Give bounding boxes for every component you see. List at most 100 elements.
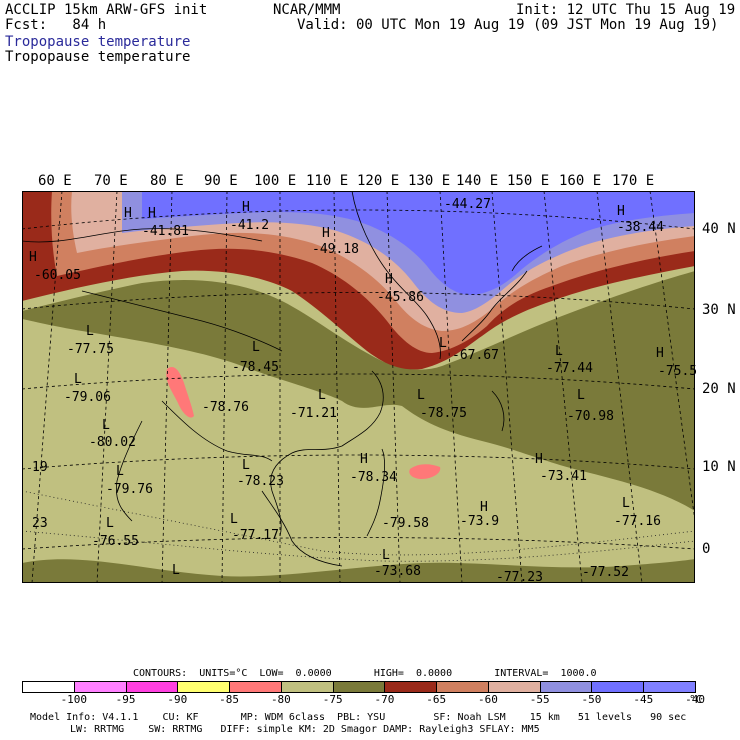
value-label: -77.16 [614,514,661,529]
value-label: -44.27 [444,197,491,212]
low-marker: L [439,336,447,351]
colorbar-swatch [384,681,438,693]
colorbar-swatch [539,681,593,693]
map-canvas [22,191,695,583]
low-marker: L [577,388,585,403]
low-marker: L [318,388,326,403]
low-marker: L [252,340,260,355]
region-minus80-85-pacific [409,464,441,479]
colorbar-tick-label: -65 [426,693,447,706]
colorbar-swatch [229,681,282,693]
high-marker: H [385,272,393,287]
value-label: -45.86 [377,290,424,305]
value-label: -70.98 [567,409,614,424]
value-label: -73.41 [540,469,587,484]
colorbar-swatch [591,681,645,693]
value-label: -77.23 [496,570,543,585]
value-label: -75.5 [658,364,698,379]
low-marker: L [242,458,250,473]
high-marker: H [480,500,488,515]
colorbar-swatch [280,681,334,693]
latitude-label: 40 N [702,221,736,237]
colorbar-tick-label: -80 [270,693,291,706]
value-label: -77.52 [582,565,629,580]
longitude-label: 150 E [507,173,550,189]
value-label: -78.34 [350,470,397,485]
colorbar-tick-label: -95 [115,693,136,706]
value-label: -73.9 [460,514,500,529]
high-marker: H [124,206,132,221]
map-frame [22,191,695,583]
latitude-label: 20 N [702,381,736,397]
value-label: -78.23 [237,474,284,489]
value-label: -41.2 [230,218,270,233]
high-marker: H [242,200,250,215]
longitude-label: 160 E [559,173,602,189]
longitude-label: 170 E [612,173,655,189]
low-marker: L [382,548,390,563]
low-marker: L [106,516,114,531]
colorbar-swatch [22,681,75,693]
contours-info: CONTOURS: UNITS=°C LOW= 0.0000 HIGH= 0.0… [133,668,597,679]
value-label: -80.02 [89,435,136,450]
value-label: -60.05 [34,268,81,283]
high-marker: H [535,452,543,467]
center-name: NCAR/MMM [273,2,341,18]
low-marker: L [555,344,563,359]
value-label: -73.68 [374,564,421,579]
low-marker: L [622,496,630,511]
value-label: -79.76 [106,482,153,497]
longitude-label: 140 E [456,173,499,189]
low-marker: L [172,563,180,578]
value-label: -76.55 [92,534,139,549]
value-label: -41.81 [142,224,189,239]
high-marker: H [148,206,156,221]
field-name-shaded: Tropopause temperature [5,34,191,50]
model-info-line2: LW: RRTMG SW: RRTMG DIFF: simple KM: 2D … [70,724,540,735]
region-minus70-75-south [22,559,695,583]
product-title: ACCLIP 15km ARW-GFS init [5,2,208,18]
colorbar-swatch [73,681,127,693]
colorbar-tick-label: -50 [581,693,602,706]
tropopause-temperature-map: H H -41.81 H -41.2 H -49.18 -44.27 H -38… [22,191,698,585]
longitude-label: 120 E [357,173,400,189]
colorbar-tick-label: -55 [529,693,550,706]
colorbar-tick-label: -90 [167,693,188,706]
longitude-label: 130 E [408,173,451,189]
region-minus80-85-tibet [166,366,194,418]
region-minus70-75 [22,271,695,511]
latitude-label: 30 N [702,302,736,318]
longitude-label: 110 E [306,173,349,189]
field-name-contour: Tropopause temperature [5,49,191,65]
high-marker: H [322,226,330,241]
low-marker: L [74,372,82,387]
colorbar-tick-label: -40 [685,693,705,706]
longitude-label: 70 E [94,173,128,189]
colorbar-swatch [643,681,696,693]
model-info-line1: Model Info: V4.1.1 CU: KF MP: WDM 6class… [30,712,687,723]
longitude-label: 90 E [204,173,238,189]
coastlines [22,191,543,567]
colorbar-tick-label: -75 [322,693,343,706]
high-marker: H [29,250,37,265]
colorbar-swatch [332,681,386,693]
value-label: -77.17 [232,528,279,543]
valid-time: Valid: 00 UTC Mon 19 Aug 19 (09 JST Mon … [297,17,719,33]
value-label: -77.75 [67,342,114,357]
longitude-label: 100 E [254,173,297,189]
forecast-hour: Fcst: 84 h [5,17,107,33]
high-marker: H [617,204,625,219]
latitude-label: 10 N [702,459,736,475]
value-label: -79.06 [64,390,111,405]
value-label: -78.75 [420,406,467,421]
latitude-label: 0 [702,541,711,557]
value-label: -79.58 [382,516,429,531]
value-label: 19 [32,460,48,475]
value-label: -67.67 [452,348,499,363]
colorbar-swatch [487,681,541,693]
colorbar-tick-label: -45 [633,693,654,706]
low-marker: L [116,464,124,479]
value-label: 23 [32,516,48,531]
low-marker: L [102,418,110,433]
longitude-label: 80 E [150,173,184,189]
